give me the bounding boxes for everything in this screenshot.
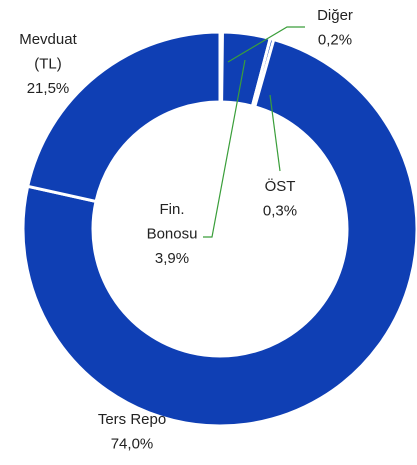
slice-label: Fin. <box>159 201 184 218</box>
value-label: 3,9% <box>155 250 189 267</box>
donut-slice <box>21 37 417 428</box>
slice-label: ÖST <box>265 177 296 195</box>
value-label: 74,0% <box>111 435 154 452</box>
donut-slice <box>25 30 222 204</box>
value-label: 0,2% <box>318 31 352 48</box>
slice-label: Bonosu <box>147 225 198 242</box>
leader-line <box>269 94 281 172</box>
leader-line <box>203 59 246 238</box>
value-label: 0,3% <box>263 202 297 219</box>
value-label: 21,5% <box>27 80 70 97</box>
slice-label: Diğer <box>317 7 353 24</box>
leader-line <box>227 26 305 63</box>
slice-label: Mevduat <box>19 31 77 48</box>
slice-label: (TL) <box>34 55 62 72</box>
slice-label: Ters Repo <box>98 411 166 428</box>
